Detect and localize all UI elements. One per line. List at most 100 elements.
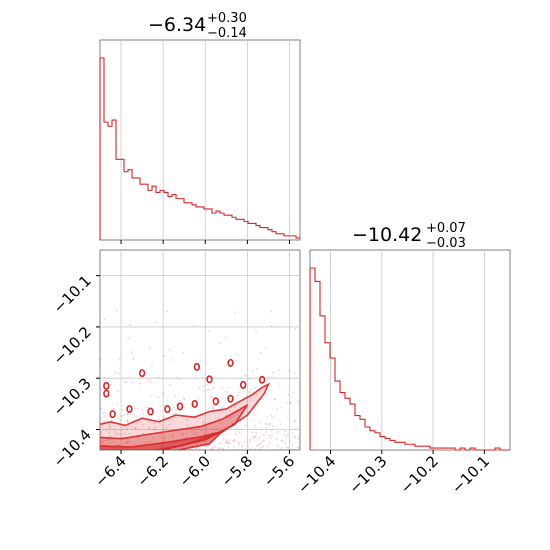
joint-point [182, 432, 185, 435]
joint-point [159, 405, 162, 408]
joint-point [102, 412, 105, 414]
joint-point [222, 438, 225, 441]
joint-point [127, 440, 130, 443]
joint-contour-blob [138, 369, 146, 378]
joint-point [208, 389, 211, 391]
joint-point [100, 407, 103, 410]
joint-point [101, 441, 104, 444]
joint-point [134, 427, 137, 430]
joint-point [199, 360, 202, 363]
joint-point [197, 386, 200, 389]
tick-label-right-x-2: −10.2 [397, 452, 442, 497]
joint-point [280, 439, 283, 442]
joint-point [126, 419, 129, 422]
joint-point [290, 448, 293, 450]
joint-point [254, 435, 257, 437]
joint-point [133, 443, 136, 446]
joint-point [100, 433, 101, 435]
joint-point [281, 439, 283, 442]
joint-point [229, 409, 232, 412]
joint-point [134, 427, 137, 429]
joint-contour-blob [103, 389, 110, 398]
joint-point [280, 406, 282, 409]
histogram-param-2 [309, 267, 510, 451]
joint-point [249, 440, 251, 443]
joint-point [255, 432, 257, 435]
joint-point [104, 415, 106, 417]
joint-contour-blobs [103, 358, 266, 419]
joint-point [127, 337, 130, 340]
joint-point [112, 407, 115, 410]
joint-point [293, 448, 295, 450]
joint-point [157, 396, 160, 399]
joint-point [113, 428, 115, 431]
joint-point [153, 422, 156, 424]
tick-label-joint-x-4: −5.6 [260, 452, 298, 490]
joint-point [123, 381, 126, 384]
joint-point [211, 406, 214, 408]
joint-point [258, 437, 261, 440]
joint-point [101, 441, 104, 444]
joint-point [287, 393, 290, 396]
joint-point [198, 448, 201, 450]
joint-point [225, 336, 227, 339]
joint-point [142, 413, 145, 415]
title-param-2-minus: −0.03 [426, 236, 466, 251]
joint-point [227, 441, 230, 444]
joint-point [169, 348, 171, 351]
joint-point [200, 448, 203, 450]
joint-point [148, 426, 151, 429]
joint-point [135, 422, 138, 425]
joint-point [212, 407, 215, 410]
joint-point [297, 401, 300, 403]
joint-point [108, 431, 111, 434]
joint-point [206, 384, 209, 387]
joint-point [119, 433, 122, 435]
joint-point [255, 368, 258, 370]
joint-point [120, 415, 123, 417]
joint-point [209, 395, 212, 398]
joint-point [228, 416, 231, 419]
joint-point [225, 441, 228, 444]
joint-point [225, 410, 227, 413]
joint-density [100, 309, 300, 450]
joint-point [212, 446, 215, 449]
joint-point [243, 373, 246, 376]
joint-contour-blob [239, 380, 247, 389]
joint-point [115, 309, 118, 312]
joint-point [248, 378, 251, 380]
joint-point [264, 423, 267, 425]
joint-point [175, 376, 178, 379]
joint-point [195, 447, 197, 450]
joint-point [203, 389, 206, 392]
joint-point [104, 439, 107, 442]
joint-point [100, 431, 102, 433]
joint-point [233, 406, 236, 409]
title-param-1-median: −6.34 [148, 14, 206, 36]
joint-point [131, 381, 134, 384]
joint-point [249, 399, 252, 402]
joint-point [108, 426, 111, 429]
joint-point [154, 321, 157, 324]
joint-contour-blob [109, 410, 116, 419]
joint-point [284, 430, 287, 432]
joint-point [219, 442, 221, 445]
joint-point [171, 418, 174, 421]
joint-point [276, 407, 278, 410]
joint-point [287, 448, 290, 450]
joint-point [264, 347, 267, 349]
joint-point [128, 432, 131, 435]
joint-contour-blob [103, 381, 110, 390]
panel-bottom-right-frame [309, 249, 511, 451]
panel-bottom-left-frame [99, 249, 301, 451]
joint-point [218, 447, 221, 450]
joint-point [157, 418, 160, 420]
joint-point [280, 447, 283, 449]
joint-point [270, 325, 273, 328]
joint-point [181, 433, 183, 436]
joint-point [116, 390, 119, 393]
joint-point [108, 434, 111, 437]
joint-point [151, 364, 153, 367]
joint-point [229, 416, 232, 419]
joint-point [125, 441, 128, 444]
